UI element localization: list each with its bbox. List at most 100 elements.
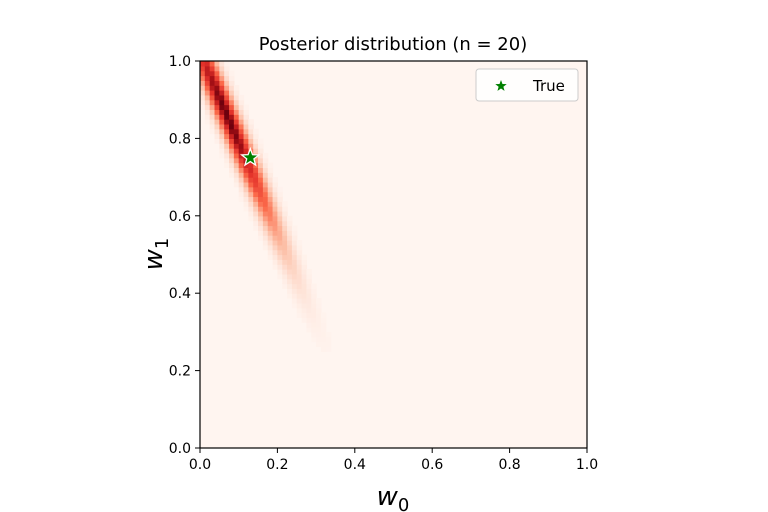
heatmap-cell [248, 128, 254, 135]
heatmap-cell [272, 181, 278, 188]
heatmap-cell [214, 119, 220, 125]
heatmap-cell [224, 70, 230, 77]
heatmap-cell [267, 177, 274, 183]
heatmap-cell [233, 138, 240, 144]
heatmap-cell [272, 254, 278, 260]
heatmap-cell [267, 181, 274, 188]
heatmap-cell [277, 225, 283, 231]
heatmap-cell [229, 172, 235, 178]
x-tick-label: 0.6 [421, 457, 443, 473]
heatmap-cell [233, 162, 240, 169]
heatmap-cell [258, 215, 264, 222]
heatmap-cell [233, 157, 240, 164]
heatmap-cell [311, 288, 317, 294]
heatmap-cell [306, 298, 312, 304]
heatmap-cell [233, 148, 240, 154]
heatmap-cell [277, 186, 283, 193]
heatmap-cell [214, 104, 220, 110]
heatmap-cell [243, 133, 249, 139]
heatmap-cell [224, 148, 230, 154]
heatmap-cell [224, 80, 230, 86]
heatmap-cell [229, 162, 235, 169]
heatmap-cell [248, 119, 254, 125]
heatmap-cell [316, 331, 322, 338]
heatmap-cell [320, 327, 327, 333]
heatmap-cell [219, 70, 225, 77]
heatmap-cell [267, 172, 274, 178]
heatmap-cell [219, 143, 225, 149]
heatmap-cell [229, 128, 235, 135]
heatmap-cell [214, 94, 220, 101]
heatmap-cell [233, 177, 240, 183]
legend-label-true: True [532, 77, 565, 95]
heatmap-cell [296, 239, 303, 246]
heatmap-cell [209, 70, 216, 77]
heatmap-cell [243, 138, 249, 144]
heatmap-cell [224, 90, 230, 96]
heatmap-cell [243, 177, 249, 183]
heatmap-cell [229, 148, 235, 154]
heatmap-cell [243, 186, 249, 193]
heatmap-cell [209, 99, 216, 106]
heatmap-cell [224, 152, 230, 159]
heatmap-cell [262, 235, 269, 241]
heatmap-cell [248, 181, 254, 188]
heatmap-cell [219, 85, 225, 91]
heatmap-cell [301, 302, 308, 309]
heatmap-cell [224, 128, 230, 135]
heatmap-cell [277, 191, 283, 198]
heatmap-cell [238, 128, 245, 135]
heatmap-cell [320, 312, 327, 318]
heatmap-cell [306, 302, 312, 309]
heatmap-cell [287, 259, 293, 265]
heatmap-cell [291, 278, 298, 285]
heatmap-cell [258, 138, 264, 144]
heatmap-cell [233, 181, 240, 188]
heatmap-cell [233, 90, 240, 96]
heatmap-cell [277, 230, 283, 236]
heatmap-cell [209, 104, 216, 110]
heatmap-cell [253, 148, 259, 154]
heatmap-cell [204, 85, 211, 91]
heatmap-cell [209, 94, 216, 101]
heatmap-cell [262, 215, 269, 222]
heatmap-cell [243, 143, 249, 149]
heatmap-cell [272, 249, 278, 256]
heatmap-cell [296, 298, 303, 304]
heatmap-cell [219, 133, 225, 139]
heatmap-cell [200, 70, 206, 77]
heatmap-cell [243, 201, 249, 207]
heatmap-cell [262, 206, 269, 212]
heatmap-cell [224, 114, 230, 120]
heatmap-cell [291, 283, 298, 289]
heatmap-cell [282, 230, 288, 236]
heatmap-cell [224, 65, 230, 72]
heatmap-cell [238, 94, 245, 101]
heatmap-cell [282, 225, 288, 231]
heatmap-cell [262, 201, 269, 207]
heatmap-cell [272, 239, 278, 246]
heatmap-cell [258, 201, 264, 207]
heatmap-cell [277, 210, 283, 217]
heatmap-cell [219, 119, 225, 125]
heatmap-cell [204, 114, 211, 120]
heatmap-cell [301, 273, 308, 280]
heatmap-cell [311, 336, 317, 343]
x-tick-label: 0.0 [189, 457, 211, 473]
heatmap-cell [287, 244, 293, 251]
heatmap-cell [204, 65, 211, 72]
heatmap-cell [219, 148, 225, 154]
heatmap-cell [224, 119, 230, 125]
heatmap-cell [248, 167, 254, 173]
heatmap-cell [301, 259, 308, 265]
heatmap-cell [238, 157, 245, 164]
heatmap-cell [253, 181, 259, 188]
heatmap-cell [272, 196, 278, 202]
heatmap-cell [316, 322, 322, 328]
heatmap-cell [301, 269, 308, 275]
heatmap-cell [277, 273, 283, 280]
heatmap-cell [233, 85, 240, 91]
heatmap-cell [311, 312, 317, 318]
heatmap-cell [282, 239, 288, 246]
chart-title: Posterior distribution (n = 20) [259, 34, 527, 55]
